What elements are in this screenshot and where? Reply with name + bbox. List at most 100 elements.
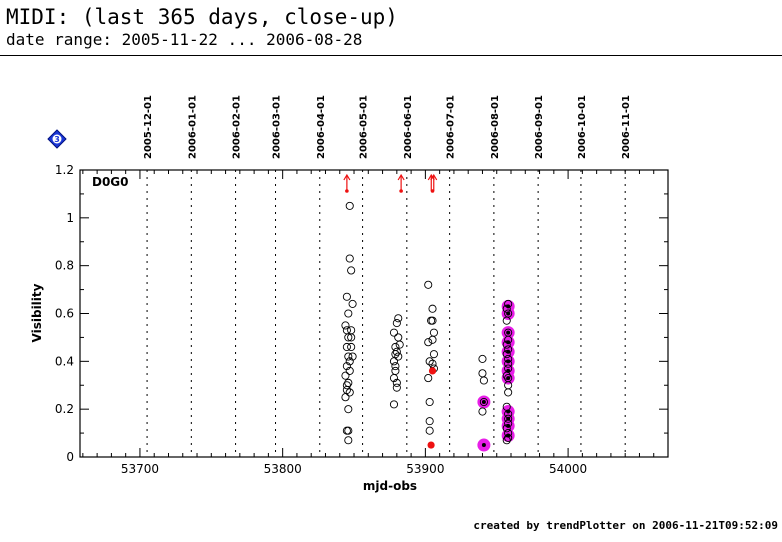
data-point [424,374,433,383]
y-axis-label: Visibility [30,283,44,342]
data-point [345,388,354,397]
highlight-center [506,340,511,345]
data-point [392,347,401,356]
data-point [344,352,353,361]
data-point [479,376,488,385]
data-point [429,328,438,337]
out-of-range-point [399,189,403,193]
data-point [341,321,350,330]
out-of-range-arrowhead [397,173,405,181]
flagged-point [428,367,437,375]
data-point [347,326,356,335]
data-point [391,342,400,352]
x-tick-label: 54000 [549,462,587,476]
flagged-point [427,441,435,449]
month-label: 2006-07-01 [446,95,457,159]
highlight-center [506,349,511,354]
y-tick-label: 1 [66,211,74,225]
out-of-range-arrowhead [430,173,438,181]
out-of-range-point [430,189,435,193]
data-point [504,388,513,397]
data-point [478,407,487,416]
data-point [478,354,487,363]
data-point [345,254,354,263]
month-label: 2005-12-01 [143,95,154,159]
data-point [429,350,438,359]
data-point [394,352,403,361]
highlight-center [506,304,511,309]
badge-number: 3 [54,135,60,144]
month-markers: 2005-12-01 2006-01-01 2006-02-01 2006-03-01… [143,95,632,457]
data-point [342,342,351,352]
data-point [389,400,399,409]
data-point [394,333,403,342]
panel-label: D0G0 [92,175,129,189]
highlight-center [506,359,511,364]
y-tick-label: 0 [66,450,74,464]
month-label: 2006-05-01 [359,95,370,159]
month-label: 2006-11-01 [621,95,632,159]
y-tick-label: 1.2 [55,163,74,177]
data-point [428,304,437,313]
x-tick-label: 53700 [121,462,159,476]
month-label: 2006-01-01 [187,95,198,159]
data-point [348,299,357,308]
data-point [425,426,434,435]
data-point [392,378,401,387]
y-tick-label: 0.2 [55,402,74,416]
data-point [348,352,357,361]
month-label: 2006-09-01 [534,95,545,159]
data-point [392,319,401,328]
data-point [428,335,437,344]
x-tick-label: 53800 [264,462,302,476]
highlight-center [506,433,511,438]
data-point [425,357,434,366]
out-of-range-point [345,189,349,193]
data-point [344,436,353,445]
plot-area [79,169,669,458]
page-title: MIDI: (last 365 days, close-up) [6,5,398,29]
highlight-center [506,330,511,335]
date-range-subtitle: date range: 2005-11-22 ... 2006-08-28 [6,30,363,49]
data-point [347,266,356,275]
highlight-center [506,368,511,373]
data-points [341,173,515,452]
y-tick-label: 0.6 [55,307,74,321]
data-point [347,342,356,352]
footer-credit: created by trendPlotter on 2006-11-21T09… [473,519,778,532]
data-point [344,426,353,435]
data-point [504,414,513,423]
y-tick-label: 0.4 [55,354,74,368]
data-point [504,381,513,390]
data-point [342,362,351,371]
month-label: 2006-08-01 [490,95,501,159]
data-point [389,357,399,366]
month-label: 2006-10-01 [577,95,588,159]
badge-3-icon[interactable]: 3 [47,129,67,149]
data-point [391,366,400,375]
data-point [424,280,433,289]
data-point [342,292,351,301]
axes: 53700 53800 53900 54000 0 0.2 0.4 0.6 0.8 1 1.2 [55,163,669,476]
month-label: 2006-04-01 [316,95,327,159]
x-axis-label: mjd-obs [363,479,417,493]
data-point [394,314,403,323]
month-label: 2006-02-01 [232,95,243,159]
x-tick-label: 53900 [406,462,444,476]
data-point [425,397,434,407]
data-point [341,393,350,402]
highlight-center [481,443,486,448]
month-label: 2006-06-01 [403,95,414,159]
highlight-center [506,311,511,316]
highlight-center [506,409,511,414]
data-point [395,340,404,349]
data-point [345,366,354,375]
highlight-center [506,376,511,381]
data-point [425,417,434,426]
data-point [345,357,354,366]
data-point [478,369,487,378]
data-point [345,201,354,210]
highlight-center [506,423,511,428]
highlight-center [506,416,511,421]
data-point [427,316,436,325]
